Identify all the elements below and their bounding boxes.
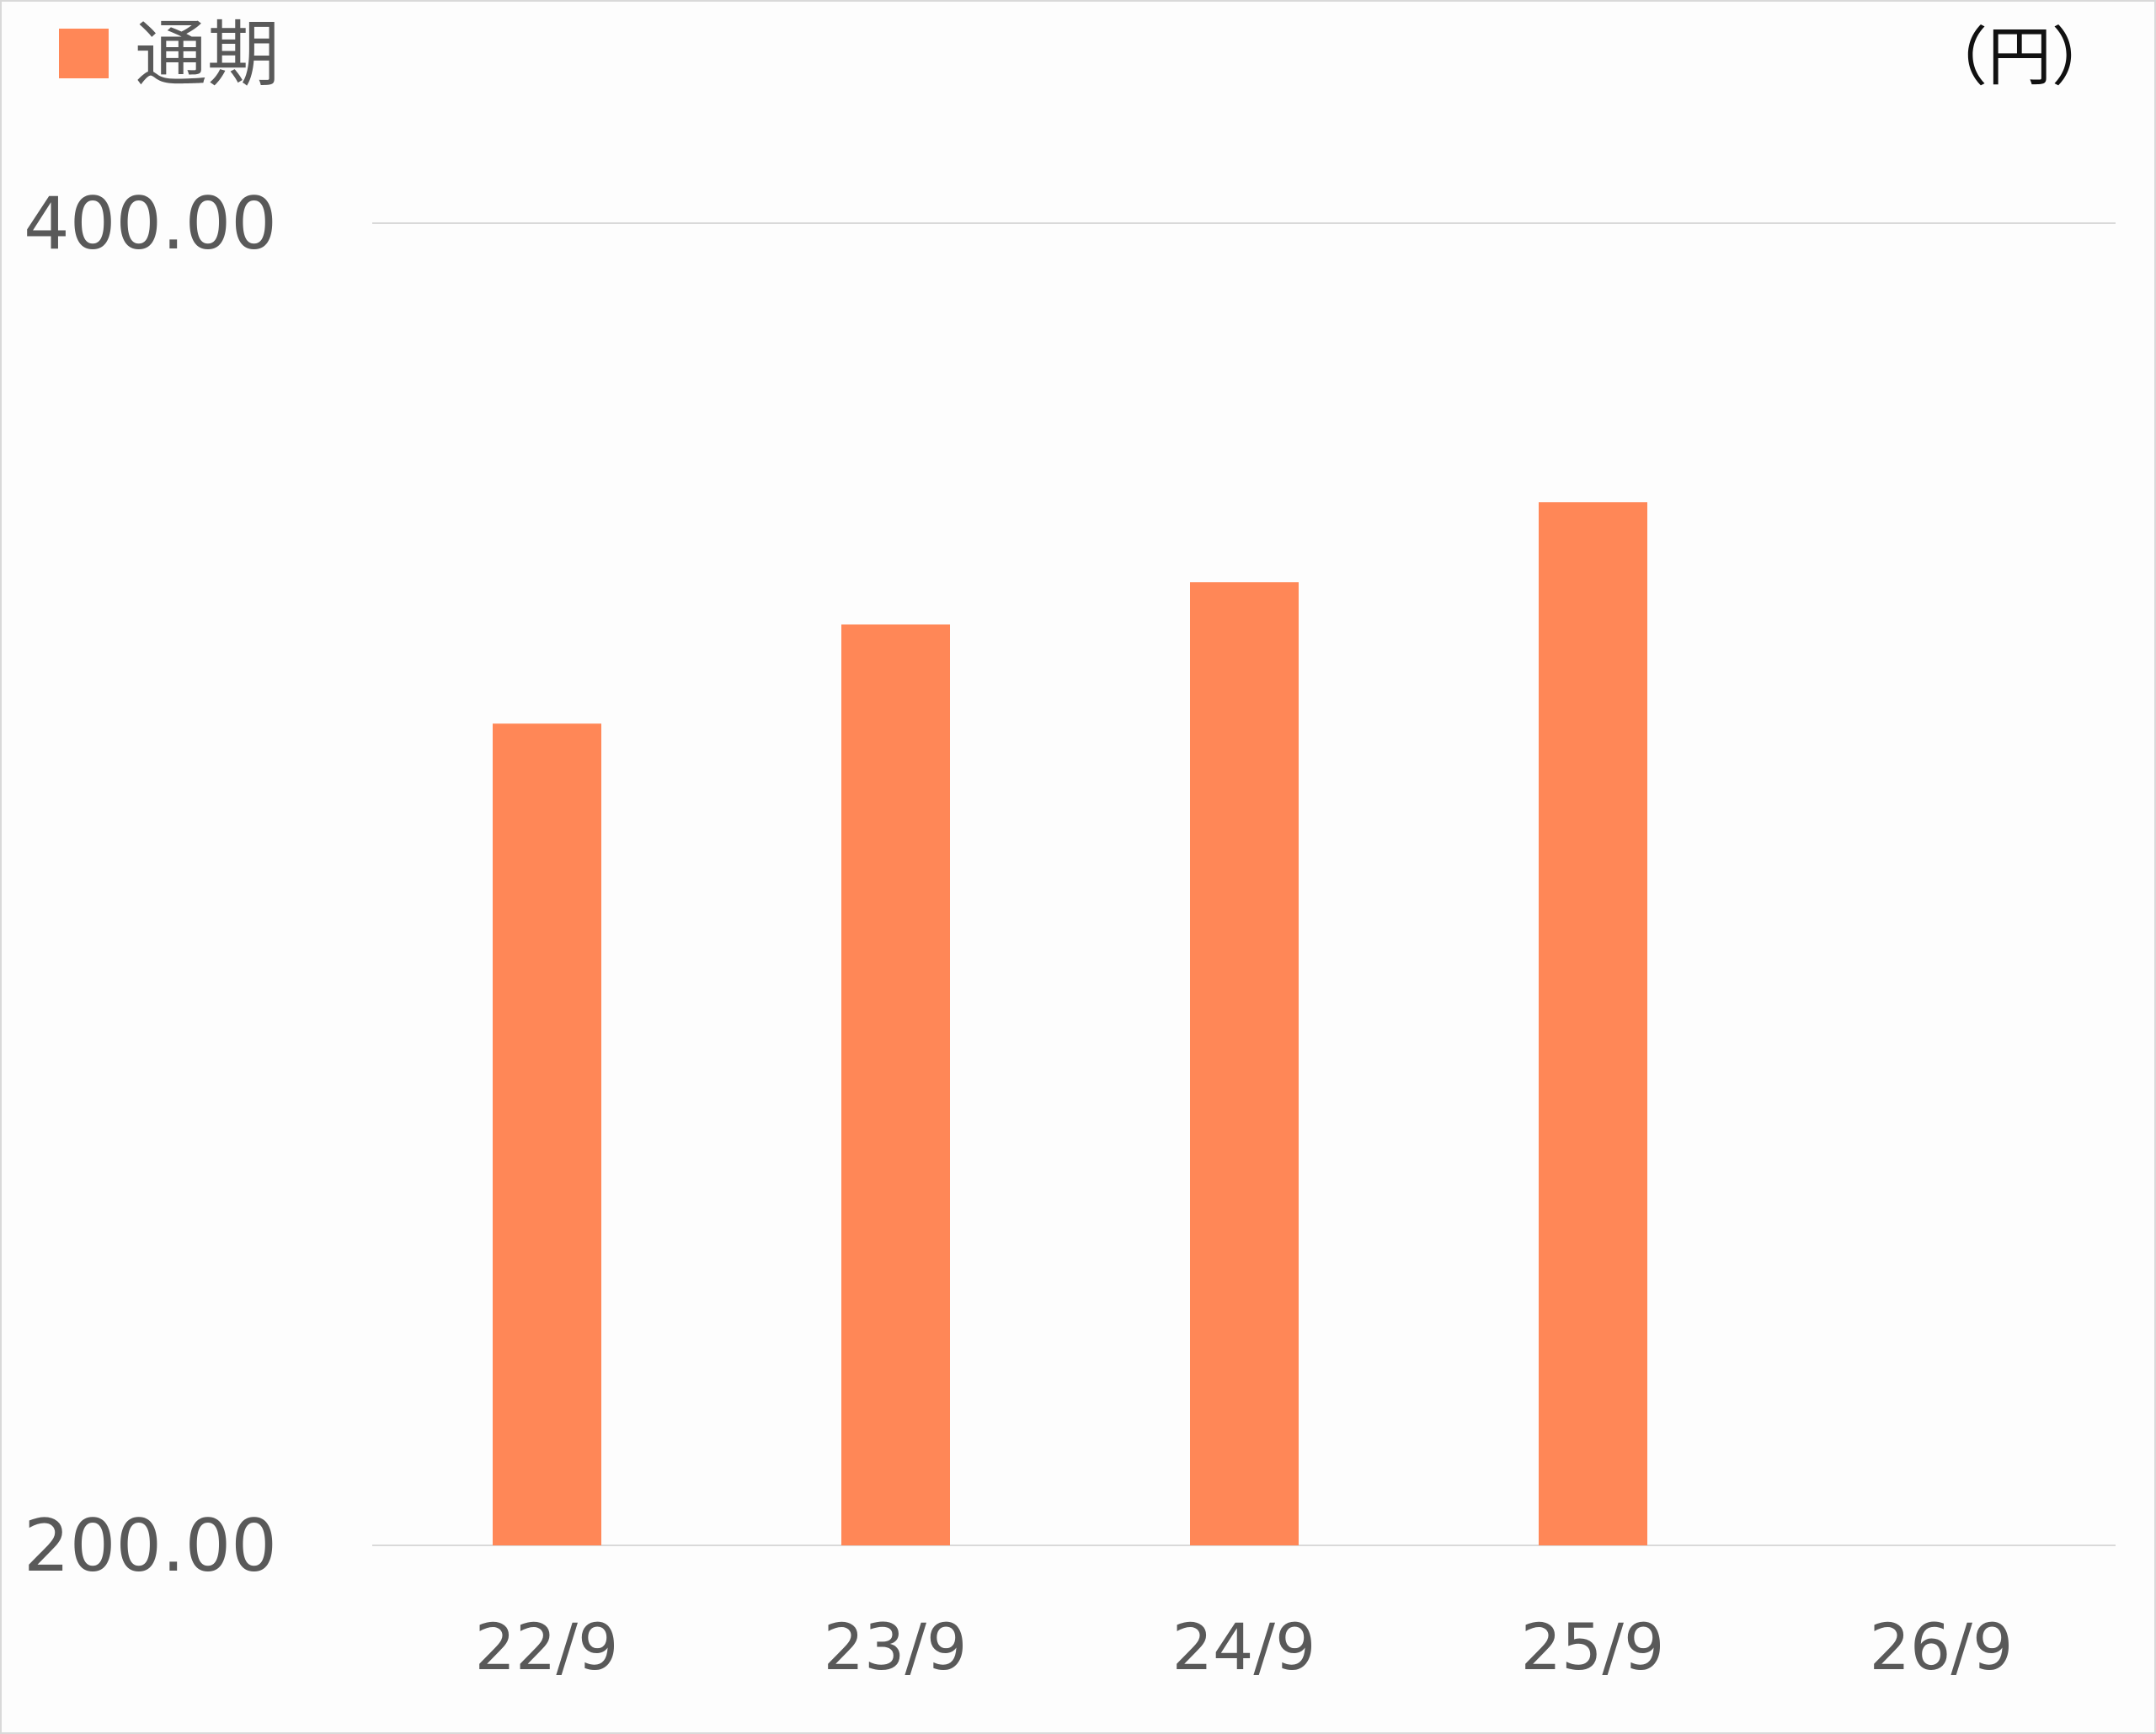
bar — [493, 723, 601, 1545]
bar — [841, 624, 950, 1545]
unit-label: （円） — [1924, 19, 2116, 94]
x-tick-label: 22/9 — [475, 1609, 619, 1684]
y-tick-label: 200.00 — [24, 1504, 277, 1588]
y-tick-label: 400.00 — [24, 182, 277, 266]
bar — [1539, 502, 1647, 1545]
x-tick-label: 26/9 — [1870, 1609, 2014, 1684]
legend-label: 通期 — [135, 13, 280, 97]
legend-swatch — [59, 29, 109, 78]
x-tick-label: 25/9 — [1521, 1609, 1665, 1684]
x-tick-label: 24/9 — [1172, 1609, 1316, 1684]
bar — [1190, 582, 1299, 1545]
x-tick-label: 23/9 — [824, 1609, 968, 1684]
